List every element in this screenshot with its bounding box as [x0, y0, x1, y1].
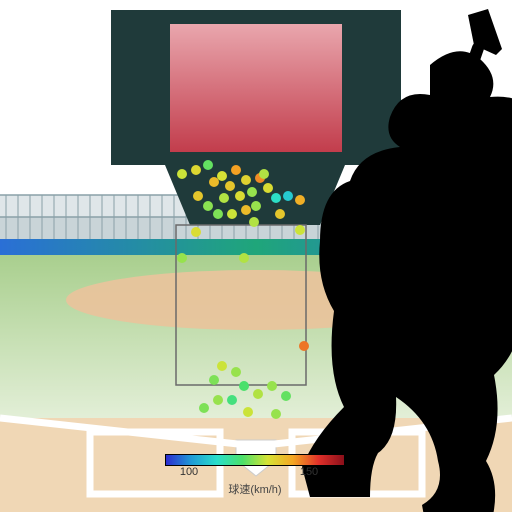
legend-label: 球速(km/h)	[165, 481, 345, 497]
batter-silhouette	[0, 0, 512, 512]
legend-gradient-bar	[165, 454, 345, 466]
legend-tick: 100	[180, 466, 198, 478]
legend-tick: 150	[300, 466, 318, 478]
legend-ticks: 100 150	[165, 466, 345, 480]
velocity-legend: 100 150 球速(km/h)	[165, 454, 345, 497]
pitch-location-chart: 100 150 球速(km/h)	[0, 0, 512, 512]
